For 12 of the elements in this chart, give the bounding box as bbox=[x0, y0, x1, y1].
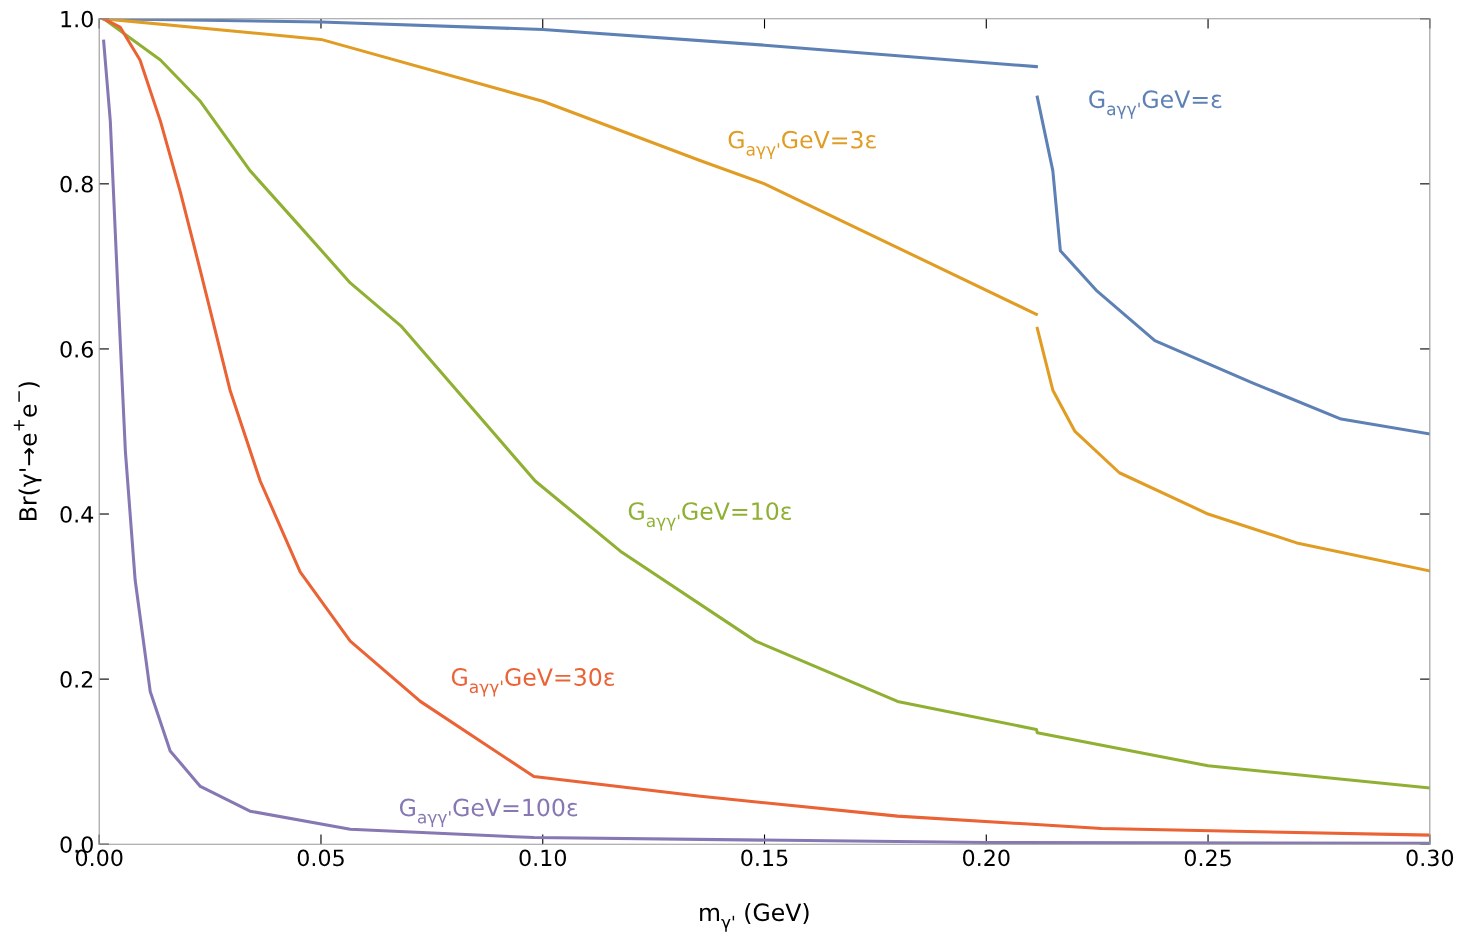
y-axis-title: Br(γ'→e+e−) bbox=[13, 382, 42, 520]
y-tick-label: 0.2 bbox=[60, 671, 93, 688]
x-tick-label: 0.20 bbox=[963, 849, 1010, 867]
y-tick-label: 0.4 bbox=[60, 505, 94, 523]
y-tick-label: 0.8 bbox=[60, 175, 93, 193]
x-tick-label: 0.30 bbox=[1406, 849, 1454, 867]
y-tick-label: 1.0 bbox=[61, 10, 93, 28]
x-tick-label: 0.25 bbox=[1184, 849, 1231, 867]
y-tick-label: 0.6 bbox=[60, 340, 93, 358]
x-tick-label: 0.05 bbox=[297, 849, 344, 867]
x-tick-label: 0.10 bbox=[519, 849, 567, 867]
x-tick-label: 0.15 bbox=[741, 849, 788, 867]
